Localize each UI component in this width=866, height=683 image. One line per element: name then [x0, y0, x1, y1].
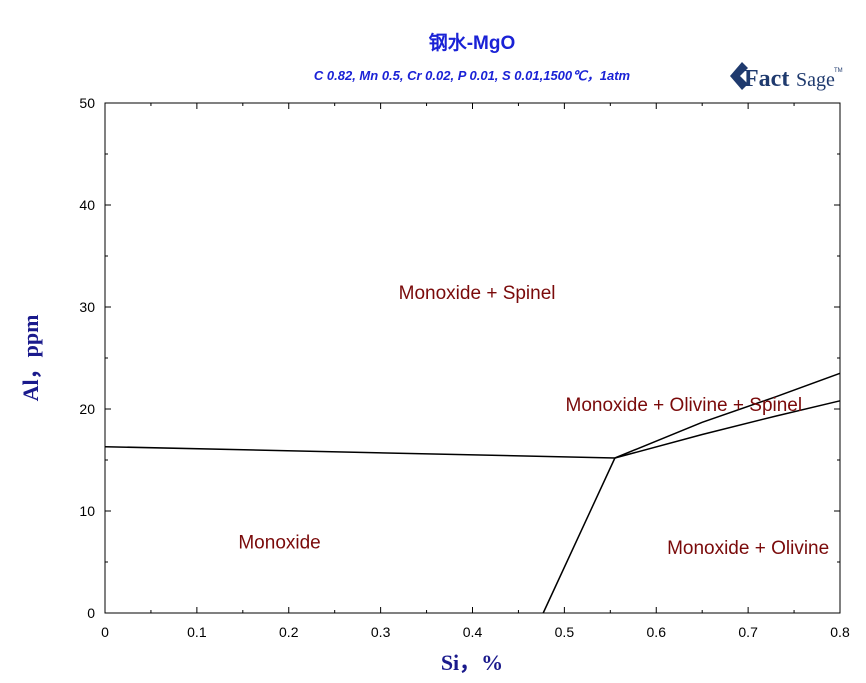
chart-subtitle: C 0.82, Mn 0.5, Cr 0.02, P 0.01, S 0.01,… [313, 68, 631, 83]
phase-boundaries [104, 372, 841, 614]
x-tick-label: 0.3 [371, 624, 391, 640]
x-tick-label: 0.4 [463, 624, 483, 640]
region-labels: Monoxide + Spinel Monoxide + Olivine + Sp… [238, 283, 829, 559]
x-tick-label: 0.8 [830, 624, 850, 640]
y-tick-label: 0 [87, 605, 95, 621]
x-tick-label: 0.5 [555, 624, 575, 640]
x-tick-label: 0.1 [187, 624, 207, 640]
region-label: Monoxide + Olivine + Spinel [566, 395, 803, 416]
y-tick-label: 30 [79, 299, 95, 315]
x-axis-ticks: 0 0.1 0.2 0.3 0.4 0.5 0.6 0.7 0.8 [101, 103, 850, 640]
logo-text-main: Fact [744, 66, 789, 92]
x-tick-label: 0 [101, 624, 109, 640]
x-tick-label: 0.2 [279, 624, 299, 640]
phase-boundary-line-1 [104, 445, 615, 459]
phase-boundary-line-3 [614, 372, 841, 459]
region-label: Monoxide + Olivine [667, 538, 829, 559]
y-tick-label: 20 [79, 401, 95, 417]
y-axis-title: Al，ppm [18, 315, 43, 402]
phase-boundary-line-2 [542, 457, 616, 614]
plot-frame [104, 102, 841, 614]
x-tick-label: 0.6 [647, 624, 667, 640]
phase-boundary-line-4 [614, 400, 841, 459]
factsage-logo-icon: Fact Sage TM [730, 62, 843, 92]
chart-title: 钢水-MgO [428, 33, 516, 54]
y-axis-ticks: 0 10 20 30 40 50 [79, 95, 840, 621]
logo-text-sub: Sage [796, 69, 835, 91]
y-tick-label: 50 [79, 95, 95, 111]
logo-trademark: TM [834, 68, 843, 74]
region-label: Monoxide + Spinel [399, 283, 556, 304]
region-label: Monoxide [238, 533, 320, 554]
y-tick-label: 40 [79, 197, 95, 213]
y-tick-label: 10 [79, 503, 95, 519]
x-axis-title: Si，% [441, 650, 503, 675]
x-tick-label: 0.7 [738, 624, 758, 640]
